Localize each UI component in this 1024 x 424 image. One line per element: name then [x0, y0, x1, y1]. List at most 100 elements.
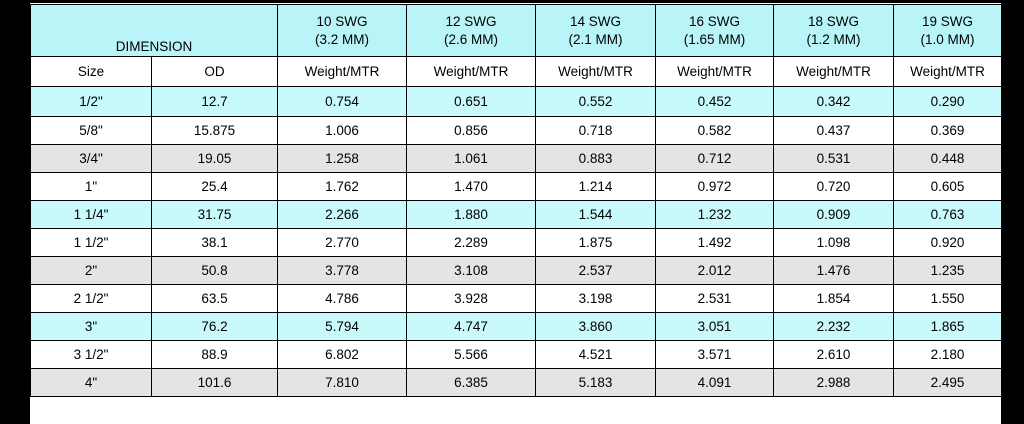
table-row: 3/4" 19.05 1.258 1.061 0.883 0.712 0.531 0.448	[30, 144, 1002, 173]
weight-cell: 1.258	[277, 144, 407, 173]
od-cell: 50.8	[151, 256, 278, 285]
weight-cell: 2.537	[535, 256, 656, 285]
weight-cell: 2.289	[406, 228, 536, 257]
gauge-swg: 16 SWG	[688, 13, 740, 29]
weight-cell: 4.786	[277, 284, 407, 313]
weight-cell: 0.369	[893, 116, 1002, 145]
weight-cell: 0.920	[893, 228, 1002, 257]
table-row: 1 1/4" 31.75 2.266 1.880 1.544 1.232 0.909 0.76…	[30, 200, 1002, 229]
weight-column-header: Weight/MTR	[893, 56, 1002, 87]
weight-cell: 1.235	[893, 256, 1002, 285]
size-cell: 3/4"	[30, 144, 152, 173]
weight-cell: 0.342	[773, 86, 894, 117]
gauge-swg: 18 SWG	[807, 13, 859, 29]
gauge-swg: 14 SWG	[569, 13, 621, 29]
size-cell: 4"	[30, 368, 152, 397]
size-cell: 1 1/2"	[30, 228, 152, 257]
gauge-swg: 12 SWG	[445, 13, 497, 29]
weight-cell: 0.552	[535, 86, 656, 117]
weight-cell: 6.802	[277, 340, 407, 369]
size-cell: 1 1/4"	[30, 200, 152, 229]
od-cell: 76.2	[151, 312, 278, 341]
size-cell: 5/8"	[30, 116, 152, 145]
table-row: 1" 25.4 1.762 1.470 1.214 0.972 0.720 0.605	[30, 172, 1002, 201]
weight-cell: 4.091	[655, 368, 774, 397]
weight-cell: 0.883	[535, 144, 656, 173]
weight-cell: 0.909	[773, 200, 894, 229]
weight-cell: 0.605	[893, 172, 1002, 201]
weight-cell: 1.875	[535, 228, 656, 257]
weight-cell: 0.448	[893, 144, 1002, 173]
weight-cell: 2.495	[893, 368, 1002, 397]
weight-cell: 1.470	[406, 172, 536, 201]
weight-cell: 1.232	[655, 200, 774, 229]
od-cell: 15.875	[151, 116, 278, 145]
od-cell: 63.5	[151, 284, 278, 313]
weight-column-header: Weight/MTR	[406, 56, 536, 87]
weight-cell: 1.492	[655, 228, 774, 257]
weight-cell: 0.712	[655, 144, 774, 173]
gauge-mm: (3.2 MM)	[315, 31, 369, 47]
weight-cell: 2.531	[655, 284, 774, 313]
weight-cell: 0.763	[893, 200, 1002, 229]
table-row: 5/8" 15.875 1.006 0.856 0.718 0.582 0.437 0.369	[30, 116, 1002, 145]
weight-cell: 2.988	[773, 368, 894, 397]
weight-cell: 0.856	[406, 116, 536, 145]
gauge-header-16: 16 SWG (1.65 MM)	[655, 4, 774, 57]
size-cell: 3"	[30, 312, 152, 341]
od-cell: 88.9	[151, 340, 278, 369]
weight-cell: 5.794	[277, 312, 407, 341]
gauge-header-18: 18 SWG (1.2 MM)	[773, 4, 894, 57]
weight-column-header: Weight/MTR	[535, 56, 656, 87]
weight-cell: 5.183	[535, 368, 656, 397]
weight-cell: 2.012	[655, 256, 774, 285]
size-cell: 2"	[30, 256, 152, 285]
weight-cell: 4.521	[535, 340, 656, 369]
weight-cell: 1.550	[893, 284, 1002, 313]
weight-cell: 0.452	[655, 86, 774, 117]
weight-cell: 1.006	[277, 116, 407, 145]
weight-cell: 3.051	[655, 312, 774, 341]
gauge-header-12: 12 SWG (2.6 MM)	[406, 4, 536, 57]
weight-cell: 1.476	[773, 256, 894, 285]
weight-cell: 5.566	[406, 340, 536, 369]
weight-cell: 0.290	[893, 86, 1002, 117]
od-cell: 101.6	[151, 368, 278, 397]
table-row: 4" 101.6 7.810 6.385 5.183 4.091 2.988 2.495	[30, 368, 1002, 397]
weight-column-header: Weight/MTR	[773, 56, 894, 87]
weight-cell: 3.108	[406, 256, 536, 285]
weight-cell: 3.198	[535, 284, 656, 313]
gauge-swg: 19 SWG	[921, 13, 973, 29]
weight-cell: 1.762	[277, 172, 407, 201]
weight-cell: 1.865	[893, 312, 1002, 341]
size-cell: 1"	[30, 172, 152, 201]
gauge-header-19: 19 SWG (1.0 MM)	[893, 4, 1002, 57]
pipe-weight-table: DIMENSION 10 SWG (3.2 MM) 12 SWG (2.6 MM) …	[30, 4, 1002, 397]
table-row: 2 1/2" 63.5 4.786 3.928 3.198 2.531 1.854 1.550	[30, 284, 1002, 313]
gauge-swg: 10 SWG	[316, 13, 368, 29]
weight-cell: 1.854	[773, 284, 894, 313]
weight-cell: 1.214	[535, 172, 656, 201]
gauge-header-10: 10 SWG (3.2 MM)	[277, 4, 407, 57]
size-column-header: Size	[30, 56, 152, 87]
weight-column-header: Weight/MTR	[655, 56, 774, 87]
size-cell: 3 1/2"	[30, 340, 152, 369]
gauge-header-14: 14 SWG (2.1 MM)	[535, 4, 656, 57]
od-cell: 38.1	[151, 228, 278, 257]
weight-cell: 2.266	[277, 200, 407, 229]
gauge-mm: (1.2 MM)	[806, 31, 861, 47]
weight-cell: 0.754	[277, 86, 407, 117]
table-row: 3" 76.2 5.794 4.747 3.860 3.051 2.232 1.865	[30, 312, 1002, 341]
weight-cell: 3.571	[655, 340, 774, 369]
od-cell: 19.05	[151, 144, 278, 173]
table-row: 3 1/2" 88.9 6.802 5.566 4.521 3.571 2.610 2.180	[30, 340, 1002, 369]
size-cell: 2 1/2"	[30, 284, 152, 313]
gauge-header-row: DIMENSION 10 SWG (3.2 MM) 12 SWG (2.6 MM) …	[30, 4, 1002, 57]
column-header-row: Size OD Weight/MTR Weight/MTR Weight/MTR…	[30, 56, 1002, 87]
weight-cell: 1.544	[535, 200, 656, 229]
od-cell: 31.75	[151, 200, 278, 229]
weight-cell: 2.180	[893, 340, 1002, 369]
weight-cell: 0.651	[406, 86, 536, 117]
gauge-mm: (2.1 MM)	[568, 31, 623, 47]
weight-cell: 0.720	[773, 172, 894, 201]
